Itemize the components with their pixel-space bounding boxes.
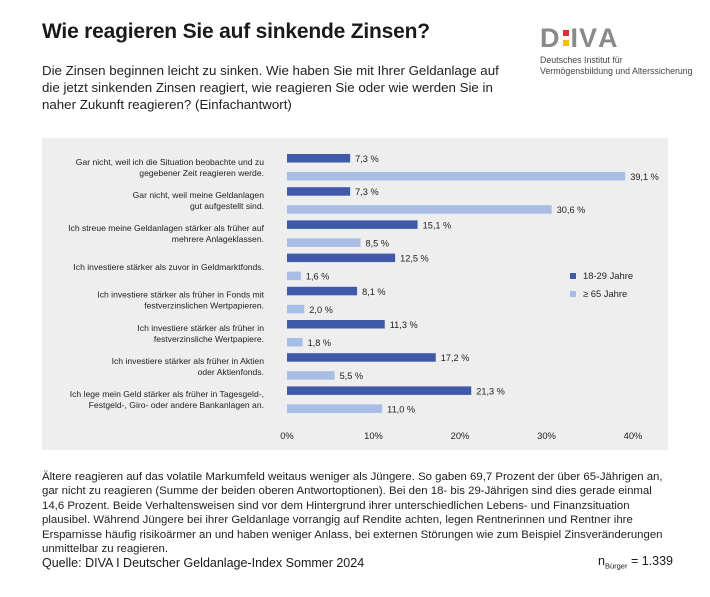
sample-size-value: = 1.339 (627, 554, 673, 568)
category-label: gegebener Zeit reagieren werde. (139, 168, 264, 178)
category-label: Ich streue meine Geldanlagen stärker als… (68, 223, 264, 233)
category-label: Ich investiere stärker als früher in (137, 323, 264, 333)
data-label: 7,3 % (355, 187, 379, 197)
legend-label: ≥ 65 Jahre (583, 288, 627, 299)
logo-gold-dot (562, 40, 569, 46)
data-label: 1,8 % (308, 338, 332, 348)
category-label: Ich investiere stärker als früher in Fon… (97, 290, 264, 300)
x-tick-label: 10% (364, 430, 383, 441)
bar-age-65-plus (287, 338, 303, 347)
data-label: 7,3 % (355, 154, 379, 164)
bar-age-18-29 (287, 187, 351, 196)
bar-age-65-plus (287, 238, 361, 247)
logo-letter-d: D (540, 23, 561, 53)
bar-age-65-plus (287, 205, 552, 214)
diva-logo: D I V A Deutsches Institut für Vermögens… (540, 24, 693, 76)
legend-swatch (570, 273, 576, 279)
category-label: Festgeld-, Giro- oder andere Bankanlagen… (89, 400, 264, 410)
category-label: gut aufgestellt sind. (190, 201, 264, 211)
data-label: 30,6 % (557, 205, 586, 215)
category-label: mehrere Anlageklassen. (172, 234, 264, 244)
data-label: 5,5 % (340, 371, 364, 381)
category-label: Gar nicht, weil meine Geldanlagen (133, 190, 265, 200)
logo-letter-a: A (598, 23, 619, 53)
logo-red-dot (562, 30, 569, 36)
data-label: 12,5 % (400, 254, 429, 264)
chart-panel: Gar nicht, weil ich die Situation beobac… (42, 138, 668, 450)
chart-description: Ältere reagieren auf das volatile Markum… (42, 471, 663, 556)
bar-age-65-plus (287, 304, 305, 314)
category-label: festverzinslichen Wertpapieren. (144, 301, 264, 311)
logo-line-1: Deutsches Institut für (540, 55, 623, 65)
data-label: 15,1 % (423, 220, 452, 230)
logo-institute-name: Deutsches Institut für Vermögensbildung … (540, 55, 693, 76)
bar-age-18-29 (287, 386, 472, 395)
logo-colon-icon (562, 30, 569, 46)
data-label: 39,1 % (630, 172, 659, 182)
question-text: Die Zinsen beginnen leicht zu sinken. Wi… (42, 63, 499, 112)
bar-age-65-plus (287, 404, 383, 413)
data-label: 1,6 % (306, 272, 330, 282)
bar-age-65-plus (287, 172, 626, 181)
data-label: 2,0 % (309, 305, 333, 315)
bar-age-18-29 (287, 286, 358, 296)
category-label: Gar nicht, weil ich die Situation beobac… (76, 157, 264, 167)
bar-age-18-29 (287, 220, 418, 229)
sample-size-subscript: Bürger (604, 561, 628, 571)
x-tick-label: 30% (537, 430, 556, 441)
category-label: Ich lege mein Geld stärker als früher in… (70, 389, 264, 399)
data-label: 17,2 % (441, 353, 470, 363)
data-label: 8,1 % (362, 287, 386, 297)
data-label: 11,3 % (390, 320, 418, 330)
data-label: 11,0 % (387, 404, 415, 414)
category-label: festverzinsliche Wertpapiere. (154, 334, 264, 344)
bar-age-18-29 (287, 353, 436, 362)
bar-age-65-plus (287, 271, 301, 281)
category-label: Ich investiere stärker als früher in Akt… (112, 356, 265, 366)
bar-age-18-29 (287, 320, 385, 329)
category-label: oder Aktienfonds. (198, 367, 264, 377)
sample-size-n: n (598, 554, 605, 568)
x-tick-label: 40% (624, 430, 643, 441)
page-title: Wie reagieren Sie auf sinkende Zinsen? (42, 20, 430, 43)
bar-age-18-29 (287, 154, 351, 163)
logo-letter-i: I (570, 23, 580, 53)
sample-size-note: nBürger = 1.339 (598, 554, 673, 571)
x-tick-label: 20% (451, 430, 470, 441)
x-tick-label: 0% (280, 430, 294, 441)
category-label: Ich investiere stärker als zuvor in Geld… (73, 262, 264, 272)
bar-age-65-plus (287, 371, 335, 380)
source-note: Quelle: DIVA I Deutscher Geldanlage-Inde… (42, 556, 365, 570)
logo-letter-v: V (579, 23, 599, 53)
data-label: 21,3 % (476, 386, 505, 396)
bar-chart: Gar nicht, weil ich die Situation beobac… (68, 154, 659, 441)
logo-wordmark: D I V A (540, 24, 693, 52)
legend-label: 18-29 Jahre (583, 270, 633, 281)
bar-age-18-29 (287, 253, 396, 263)
data-label: 8,5 % (366, 238, 390, 248)
logo-line-2: Vermögensbildung und Alterssicherung (540, 65, 693, 76)
legend-swatch (570, 291, 576, 297)
